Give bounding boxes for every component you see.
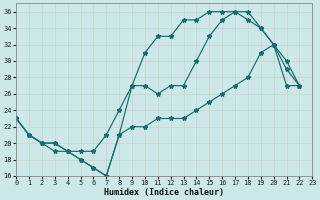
X-axis label: Humidex (Indice chaleur): Humidex (Indice chaleur) xyxy=(104,188,224,197)
